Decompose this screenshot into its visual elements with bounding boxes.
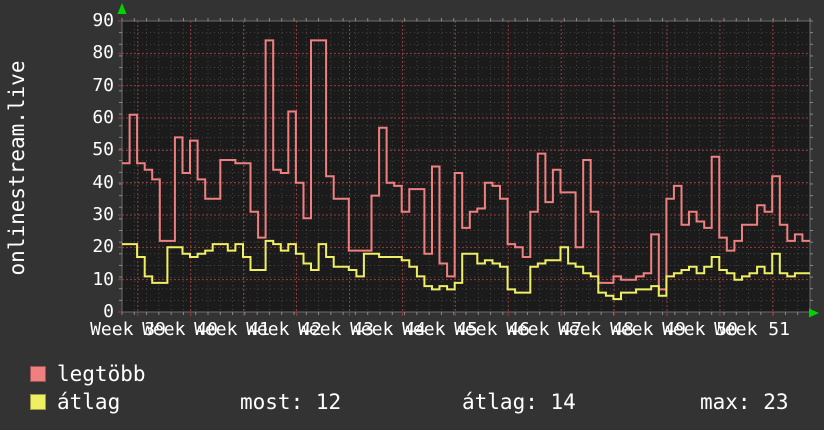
x-tick-label: Week 45 <box>402 319 478 340</box>
x-tick-label: Week 40 <box>142 319 218 340</box>
legend-label-atlag: átlag <box>57 390 121 414</box>
x-tick-label: Week 51 <box>714 319 790 340</box>
x-tick-label: Week 48 <box>558 319 634 340</box>
y-tick-label: 50 <box>92 139 114 161</box>
y-tick-label: 10 <box>92 268 114 290</box>
y-tick-label: 40 <box>92 171 114 193</box>
y-tick-label: 20 <box>92 236 114 258</box>
x-tick-label: Week 49 <box>610 319 686 340</box>
y-tick-label: 0 <box>103 301 114 322</box>
x-tick-label: Week 44 <box>350 319 426 340</box>
x-tick-label: Week 42 <box>246 319 322 340</box>
x-tick-label: Week 47 <box>506 319 582 340</box>
legend-stat-atlag: átlag: 14 <box>462 390 576 414</box>
y-tick-label: 60 <box>92 107 114 128</box>
legend-label-legtobb: legtöbb <box>57 362 146 386</box>
series-line-átlag <box>122 239 810 301</box>
legend-swatch-legtobb <box>30 366 46 382</box>
y-axis-arrow-icon <box>117 3 127 14</box>
legend-swatch-atlag <box>30 394 46 410</box>
legend-stat-max: max: 23 <box>700 390 789 414</box>
y-tick-label: 70 <box>92 74 114 96</box>
y-tick-label: 30 <box>92 204 114 225</box>
x-tick-label: Week 43 <box>298 319 374 340</box>
x-tick-label: Week 46 <box>454 319 530 340</box>
legend-stat-most: most: 12 <box>240 390 342 414</box>
x-tick-label: Week 50 <box>662 319 738 340</box>
y-tick-label: 80 <box>92 42 114 64</box>
x-tick-label: Week 41 <box>194 319 270 340</box>
y-tick-label: 90 <box>92 10 114 31</box>
x-axis-arrow-icon <box>809 308 819 318</box>
x-tick-label: Week 39 <box>90 319 166 340</box>
series-line-legtöbb <box>122 39 810 291</box>
